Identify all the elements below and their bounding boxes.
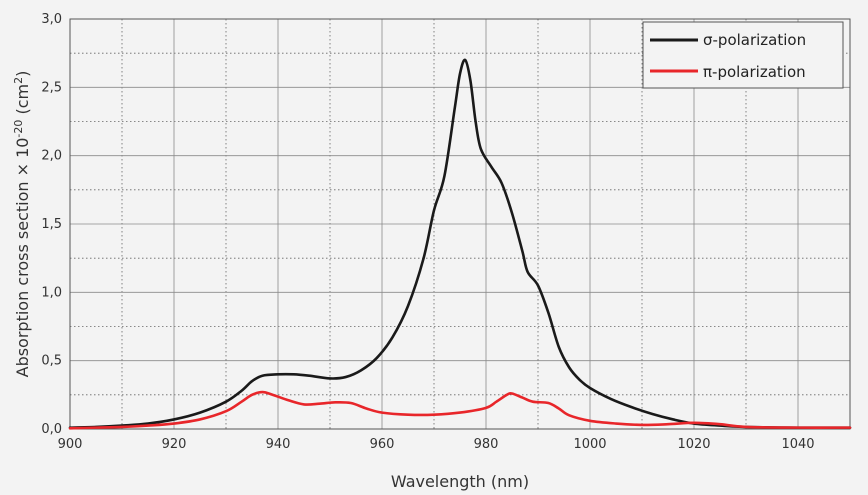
y-tick-label: 1,5: [41, 217, 62, 232]
y-tick-label: 3,0: [41, 12, 62, 27]
y-tick-label: 2,5: [41, 80, 62, 95]
y-tick-label: 0,0: [41, 422, 62, 437]
tick-labels: 900 920 940 960 980 1000 1020 1040 0,0 0,5 1,0 1,5 2…: [41, 12, 814, 452]
y-axis-title-unit-open: (cm: [13, 84, 32, 120]
y-axis-title-unit-exponent: 2: [12, 77, 25, 84]
series-line-pi: [68, 390, 852, 430]
x-tick-label: 900: [58, 437, 83, 452]
legend-label-pi: π-polarization: [703, 63, 806, 81]
y-tick-label: 2,0: [41, 149, 62, 164]
y-tick-label: 1,0: [41, 285, 62, 300]
legend-box: [642, 21, 844, 89]
x-tick-label: 1020: [677, 437, 710, 452]
x-tick-label: 960: [370, 437, 395, 452]
series-line-sigma: [68, 58, 852, 429]
plot-frame: [69, 18, 851, 430]
x-tick-label: 1040: [781, 437, 814, 452]
legend: σ-polarization π-polarization: [642, 21, 844, 89]
series-layer: [68, 58, 852, 430]
y-axis-title-exponent: -20: [12, 120, 25, 138]
x-tick-label: 920: [162, 437, 187, 452]
y-axis-title: Absorption cross section × 10-20 (cm2): [12, 71, 33, 378]
x-axis-title: Wavelength (nm): [391, 472, 529, 491]
x-tick-label: 940: [266, 437, 291, 452]
x-tick-label: 1000: [573, 437, 606, 452]
y-axis-title-unit-close: ): [13, 71, 32, 77]
y-tick-label: 0,5: [41, 354, 62, 369]
y-axis-title-main: Absorption cross section × 10: [13, 138, 32, 378]
legend-label-sigma: σ-polarization: [703, 31, 806, 49]
x-tick-label: 980: [474, 437, 499, 452]
